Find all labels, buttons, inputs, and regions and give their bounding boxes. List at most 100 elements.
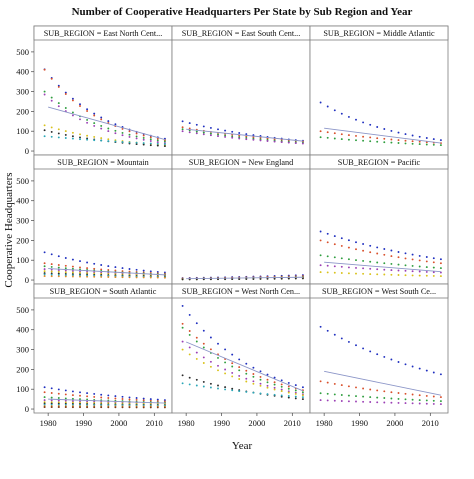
trend-line — [186, 276, 303, 280]
data-point — [383, 268, 386, 271]
data-point — [425, 260, 428, 263]
data-point — [231, 362, 234, 365]
data-point — [301, 396, 304, 399]
data-point — [100, 404, 103, 407]
data-point — [224, 388, 227, 391]
data-point — [404, 392, 407, 395]
data-point — [340, 138, 343, 141]
data-point — [333, 137, 336, 140]
data-point — [439, 396, 442, 399]
data-point — [326, 399, 329, 402]
data-point — [149, 142, 152, 145]
data-point — [319, 264, 322, 267]
data-point — [369, 388, 372, 391]
data-point — [163, 140, 166, 143]
data-point — [411, 140, 414, 143]
data-point — [121, 267, 124, 270]
data-point — [397, 131, 400, 134]
data-point — [128, 268, 131, 270]
data-point — [432, 261, 435, 264]
data-point — [340, 272, 343, 274]
data-point — [224, 368, 227, 371]
data-point — [217, 133, 219, 136]
data-point — [50, 396, 53, 399]
data-point — [238, 136, 241, 139]
data-point — [383, 253, 386, 256]
data-point — [390, 249, 393, 252]
data-point — [43, 396, 46, 399]
data-point — [50, 272, 53, 275]
data-point — [376, 401, 379, 404]
data-point — [43, 68, 46, 71]
data-point — [79, 266, 81, 269]
data-point — [64, 393, 67, 396]
data-point — [202, 362, 205, 364]
data-point — [259, 392, 262, 395]
data-point — [79, 138, 81, 141]
data-point — [71, 114, 74, 117]
data-point — [57, 392, 60, 395]
panel-frame — [171, 25, 311, 156]
data-point — [301, 398, 304, 401]
panel: SUB_REGION = East North Cent... 0 100 200 30… — [16, 25, 173, 156]
data-point — [404, 269, 407, 272]
data-point — [319, 380, 322, 383]
data-point — [71, 258, 74, 261]
data-point — [64, 399, 67, 402]
data-point — [333, 235, 336, 238]
data-point — [347, 385, 350, 388]
data-point — [50, 135, 53, 138]
data-point — [71, 270, 74, 272]
data-point — [252, 391, 255, 394]
data-point — [43, 386, 46, 389]
data-point — [71, 131, 74, 134]
data-point — [273, 376, 276, 379]
data-point — [100, 116, 103, 119]
data-point — [280, 385, 283, 388]
data-point — [287, 390, 290, 393]
data-point — [79, 133, 81, 136]
data-point — [156, 400, 159, 403]
data-point — [294, 389, 297, 392]
data-point — [209, 336, 212, 339]
data-point — [86, 398, 89, 401]
panel-label: SUB_REGION = East North Cent... — [44, 29, 163, 38]
data-point — [266, 140, 269, 142]
data-point — [71, 99, 74, 102]
data-point — [287, 277, 290, 280]
data-point — [107, 276, 110, 278]
data-point — [273, 388, 276, 391]
data-point — [390, 269, 393, 272]
data-point — [195, 123, 198, 126]
data-point — [50, 273, 53, 276]
data-point — [231, 389, 234, 392]
data-point — [266, 373, 269, 376]
data-point — [57, 85, 60, 88]
data-point — [432, 143, 435, 146]
data-point — [43, 270, 46, 273]
data-point — [347, 258, 350, 261]
data-point — [79, 401, 81, 404]
data-point — [57, 102, 60, 105]
data-point — [93, 272, 96, 275]
data-point — [404, 264, 407, 267]
data-point — [404, 139, 407, 142]
trend-line — [48, 106, 166, 140]
data-point — [114, 276, 117, 279]
data-point — [333, 132, 336, 135]
data-point — [340, 244, 343, 247]
y-tick-label: 300 — [16, 345, 29, 355]
data-point — [181, 128, 184, 131]
data-point — [425, 274, 428, 277]
x-tick-label: 2000 — [248, 418, 265, 428]
data-point — [163, 145, 166, 148]
data-point — [425, 270, 428, 273]
data-point — [383, 401, 386, 404]
data-point — [287, 141, 290, 144]
data-point — [79, 136, 81, 139]
data-point — [86, 406, 89, 409]
data-point — [57, 269, 60, 272]
data-point — [195, 384, 198, 387]
data-point — [181, 304, 184, 307]
data-point — [114, 140, 117, 143]
